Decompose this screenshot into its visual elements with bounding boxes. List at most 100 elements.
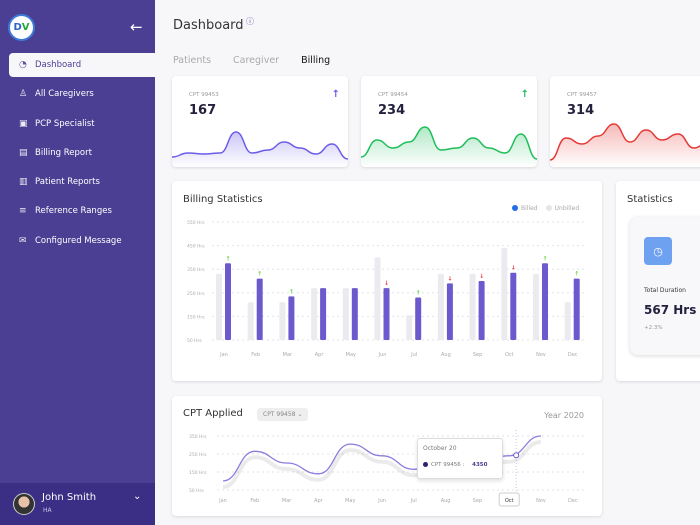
sidebar-item-patient-reports[interactable]: ▥ Patient Reports [9,170,155,194]
arrow-down-icon: ↓ [384,280,389,287]
sidebar-item-billing-report[interactable]: ▤ Billing Report [9,141,155,165]
bar-billed [478,281,485,340]
sidebar-item-label: All Caregivers [35,89,94,100]
user-name: John Smith [42,492,97,503]
y-tick-label: 450 Hrs [187,244,205,250]
sparkline-area [550,124,700,167]
x-tick-label: Jun [377,498,386,504]
cpt-select[interactable]: CPT 99458 ⌄ [257,408,309,421]
hover-point [513,452,520,459]
cpt-title: CPT Applied [183,408,243,419]
tooltip-row: CPT 99456 : 4350 [423,462,487,468]
billing-title: Billing Statistics [183,194,263,205]
bar-unbilled [564,302,571,340]
user-profile[interactable]: John Smith HA ⌄ [0,483,155,525]
kpi-card[interactable]: CPT 99454 234 ↑ [361,76,537,167]
x-tick-label: Dec [568,498,578,504]
x-tick-label: Apr [314,498,324,504]
sparkline-area [361,127,537,167]
sidebar-nav: ◔ Dashboard ♙ All Caregivers ▣ PCP Specialist… [9,53,155,258]
sidebar-item-configured-message[interactable]: ✉ Configured Message [9,229,155,253]
tab-billing[interactable]: Billing [301,55,331,66]
sparkline-area [172,132,348,167]
arrow-down-icon: ↓ [511,265,516,272]
sidebar-item-all-caregivers[interactable]: ♙ All Caregivers [9,82,155,106]
x-tick-label: Mar [282,498,292,504]
y-tick-label: 150 Hrs [189,470,207,476]
y-tick-label: 250 Hrs [189,452,207,458]
info-icon[interactable]: ⓘ [246,17,254,26]
kpi-label: CPT 99453 [189,92,219,98]
clipboard-icon: ▥ [19,177,28,188]
x-tick-label: Nov [536,352,546,358]
cpt-line-chart: 350 Hrs 250 Hrs 150 Hrs 50 Hrs Jan Feb Mar Apr M… [189,430,587,507]
legend-unbilled: Unbilled [545,205,579,212]
sidebar-item-label: Configured Message [35,235,122,246]
x-tick-label: Feb [250,498,259,504]
x-tick-label: Sep [473,498,482,504]
bar-billed [288,296,295,340]
y-tick-label: 250 Hrs [187,291,205,297]
kpi-label: CPT 99457 [567,92,597,98]
bar-unbilled [311,288,318,340]
arrow-left-icon[interactable]: ← [130,18,143,36]
bar-billed [383,288,390,340]
bar-unbilled [406,315,413,340]
arrow-up-icon: ↑ [574,271,579,278]
billing-statistics-card: Billing Statistics Billed Unbilled 550 H… [172,181,602,381]
x-tick-label: Jun [378,352,387,358]
tab-patients[interactable]: Patients [173,55,212,66]
y-tick-label: 150 Hrs [187,314,205,320]
bar-unbilled [342,288,349,340]
sparkline [550,123,700,167]
bar-unbilled [374,257,381,340]
tab-caregiver[interactable]: Caregiver [233,55,280,66]
sidebar-item-pcp-specialist[interactable]: ▣ PCP Specialist [9,112,155,136]
sparkline-line [172,131,348,160]
sidebar-item-reference-ranges[interactable]: ≡ Reference Ranges [9,199,155,223]
y-tick-label: 50 Hrs [189,488,204,494]
x-tick-label: Jan [219,352,228,358]
arrow-up-icon: ↑ [331,89,340,100]
kpi-card[interactable]: CPT 99453 167 ↑ [172,76,348,167]
x-tick-label: Oct [505,352,514,358]
x-tick-label: Dec [568,352,578,358]
clock-icon: ◷ [644,237,672,265]
sidebar-item-label: Patient Reports [35,177,100,188]
hospital-icon: ▣ [19,118,28,129]
tabs: Patients Caregiver Billing [173,55,330,66]
bar-unbilled [247,302,254,340]
bar-billed [415,297,422,340]
year-label: Year 2020 [544,411,584,420]
sidebar-item-dashboard[interactable]: ◔ Dashboard [9,53,155,77]
bar-unbilled [437,273,444,340]
y-tick-label: 550 Hrs [187,220,205,226]
bar-billed [446,283,453,340]
sparkline-line [550,123,700,161]
y-tick-label: 350 Hrs [187,267,205,273]
x-tick-label: Oct [505,498,514,504]
statistics-card: Statistics ◷ Total Duration 567 Hrs ↑ +2… [616,181,700,381]
sparkline [361,126,537,167]
kpi-value: 167 [189,103,217,118]
bar-unbilled [469,273,476,340]
arrow-up-icon: ↑ [416,290,421,297]
sliders-icon: ≡ [19,206,27,217]
chevron-down-icon[interactable]: ⌄ [133,491,142,502]
bar-billed [256,278,263,340]
sparkline-line [361,126,537,160]
bar-billed [573,278,580,340]
kpi-value: 314 [567,103,595,118]
x-tick-label: Nov [536,498,546,504]
arrow-up-icon: ↑ [257,271,262,278]
bar-billed [351,288,358,340]
x-tick-label: May [345,498,355,504]
y-tick-label: 350 Hrs [189,434,207,440]
sidebar-item-label: PCP Specialist [35,118,95,129]
tooltip-date: October 20 [423,445,457,452]
page-title: Dashboard [173,18,244,33]
sidebar-item-label: Dashboard [35,60,82,70]
arrow-up-icon: ↑ [542,255,547,262]
